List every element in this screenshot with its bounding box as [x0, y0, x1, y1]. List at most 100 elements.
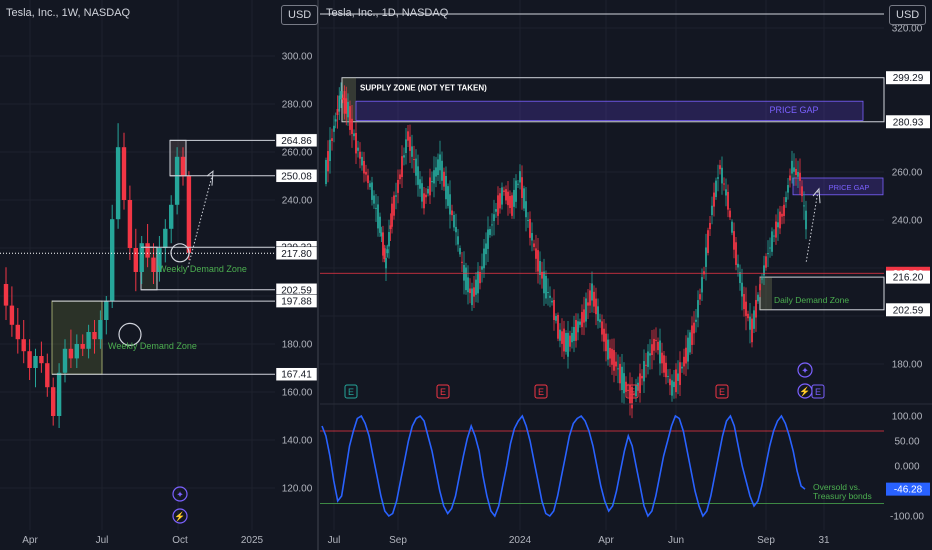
- right-candle-body: [365, 171, 367, 175]
- right-candle-body: [757, 294, 759, 302]
- earnings-icon[interactable]: [344, 384, 358, 399]
- right-candle-body: [677, 373, 679, 381]
- right-candle-body: [441, 160, 443, 181]
- left-candle-body: [157, 248, 162, 272]
- right-candle-body: [591, 283, 593, 301]
- right-candle-body: [533, 243, 535, 247]
- right-candle-body: [579, 321, 581, 325]
- left-time-tick: 2025: [241, 535, 264, 546]
- right-candle-body: [386, 249, 389, 254]
- left-candle-body: [51, 387, 56, 416]
- right-candle-body: [403, 155, 405, 158]
- right-candle-body: [575, 319, 577, 341]
- right-candle-body: [417, 166, 419, 185]
- right-candle-body: [423, 193, 425, 209]
- right-split-icon[interactable]: [797, 383, 813, 399]
- left-candle-body: [21, 339, 26, 352]
- right-candle-body: [729, 210, 731, 218]
- right-candle-body: [773, 235, 775, 237]
- oscillator-tick: -100.00: [890, 512, 924, 523]
- right-candle-body: [711, 205, 713, 216]
- earnings-icon[interactable]: [625, 384, 639, 399]
- right-candle-body: [639, 373, 641, 394]
- right-price-tick: 320.00: [892, 24, 923, 35]
- right-candle-body: [633, 393, 635, 395]
- right-candle-body: [635, 384, 637, 397]
- dividend-icon[interactable]: [172, 486, 188, 502]
- right-candle-body: [505, 189, 507, 201]
- right-price-gap-1: [355, 100, 864, 121]
- right-candle-body: [599, 319, 601, 323]
- right-candle-body: [367, 175, 369, 184]
- left-candle-body: [151, 257, 156, 272]
- right-price-gap-2: [792, 177, 884, 196]
- right-candle-body: [465, 267, 467, 291]
- right-candle-body: [527, 219, 529, 221]
- left-candle-body: [115, 147, 121, 220]
- left-candle-body: [139, 243, 144, 272]
- right-candle-body: [467, 277, 469, 293]
- earnings-icon[interactable]: [534, 384, 548, 399]
- right-candle-body: [359, 151, 361, 159]
- left-candle-body: [92, 332, 97, 340]
- right-candle-body: [363, 160, 365, 174]
- right-candle-body: [333, 125, 335, 132]
- right-dividend-icon[interactable]: [797, 362, 813, 378]
- right-candle-body: [549, 295, 551, 298]
- earnings-icon[interactable]: [436, 384, 450, 399]
- right-candle-body: [719, 165, 721, 170]
- right-candle-body: [431, 180, 433, 183]
- split-icon[interactable]: [172, 508, 188, 524]
- right-candle-body: [449, 194, 451, 215]
- right-candle-body: [681, 366, 683, 369]
- left-currency-button[interactable]: USD: [281, 5, 319, 25]
- right-candle-body: [565, 332, 567, 352]
- right-candle-body: [439, 154, 441, 171]
- right-time-tick: 31: [818, 535, 830, 546]
- left-candle-body: [86, 332, 91, 349]
- right-candle-body: [735, 242, 737, 265]
- right-supply-zone-label: SUPPLY ZONE (NOT YET TAKEN): [360, 83, 487, 92]
- right-candle-body: [731, 221, 733, 233]
- right-candle-body: [573, 327, 575, 341]
- left-candle-body: [104, 300, 109, 320]
- left-candle-body: [174, 156, 180, 205]
- right-daily-demand-zone-fill: [760, 277, 772, 310]
- right-candle-body: [589, 290, 591, 306]
- right-price-tick: 180.00: [892, 360, 923, 371]
- right-candle-body: [687, 337, 689, 362]
- right-candle-body: [551, 300, 553, 303]
- right-candle-body: [691, 325, 693, 345]
- right-candle-body: [473, 287, 475, 297]
- right-candle-body: [567, 332, 569, 357]
- oscillator-value-tag: [886, 482, 930, 496]
- right-candle-body: [383, 248, 386, 259]
- left-candle-body: [45, 363, 50, 388]
- right-candle-body: [336, 108, 339, 116]
- right-candle-body: [577, 321, 579, 333]
- right-candle-body: [779, 211, 781, 229]
- right-candle-body: [603, 328, 605, 342]
- right-candle-body: [769, 247, 771, 249]
- left-time-tick: Apr: [22, 535, 38, 546]
- right-candle-body: [563, 328, 565, 352]
- right-candle-body: [613, 350, 615, 371]
- right-candle-body: [689, 332, 691, 353]
- right-candle-body: [543, 271, 545, 294]
- right-candle-body: [597, 306, 599, 321]
- right-level-label: 299.29: [893, 73, 924, 84]
- right-candle-body: [743, 294, 745, 310]
- right-candle-body: [429, 177, 431, 196]
- right-candle-body: [651, 344, 653, 356]
- right-candle-body: [737, 263, 739, 268]
- right-candle-body: [507, 191, 509, 206]
- earnings-icon-label: E: [538, 387, 544, 397]
- right-currency-button[interactable]: USD: [889, 5, 927, 25]
- right-time-tick: 2024: [509, 535, 532, 546]
- right-candle-body: [531, 233, 533, 241]
- left-level-label: 167.41: [281, 370, 312, 381]
- right-candle-body: [801, 186, 803, 197]
- right-candle-body: [685, 347, 687, 364]
- earnings-icon[interactable]: [715, 384, 729, 399]
